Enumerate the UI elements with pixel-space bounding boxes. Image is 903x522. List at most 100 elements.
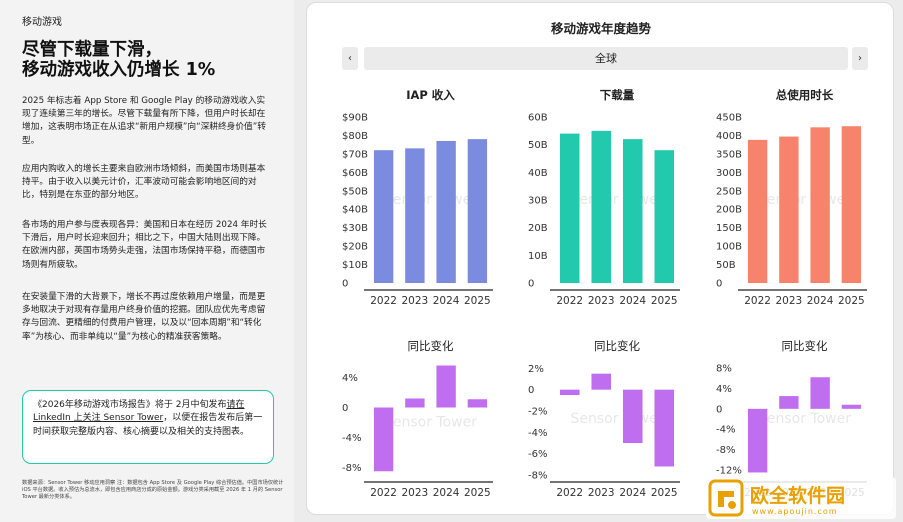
bar-2023 [591, 130, 612, 283]
chart-title: 总使用时长 [776, 88, 834, 102]
logo-name: 欧全软件园 [750, 484, 845, 507]
y-tick-label: 40B [528, 168, 548, 179]
bar-2022 [559, 133, 580, 283]
paragraph-1: 2025 年标志着 App Store 和 Google Play 的移动游戏收… [22, 96, 266, 146]
y-tick-label: -4% [528, 428, 547, 439]
y-tick-label: $80B [342, 131, 368, 142]
chart-watermark: Sensor Tower [758, 411, 851, 427]
y-tick-label: -8% [342, 463, 361, 474]
prev-region-button[interactable]: ‹ [342, 47, 358, 70]
y-tick-label: 0 [716, 279, 722, 290]
chart-watermark: Sensor Tower [571, 192, 664, 208]
y-tick-label: 10B [528, 251, 548, 262]
x-tick-label: 2022 [556, 295, 583, 307]
chart-watermark: Sensor Tower [384, 415, 477, 431]
y-tick-label: -4% [342, 433, 361, 444]
x-tick-label: 2024 [619, 487, 646, 499]
y-tick-label: 60B [528, 113, 548, 124]
y-tick-label: -4% [716, 425, 735, 436]
x-tick-label: 2025 [838, 295, 865, 307]
x-tick-label: 2023 [588, 487, 615, 499]
x-tick-label: 2023 [776, 295, 803, 307]
chart-title: IAP 收入 [406, 88, 455, 102]
bar-2025 [654, 150, 675, 283]
y-tick-label: $40B [342, 205, 368, 216]
y-tick-label: 4% [342, 373, 358, 384]
chart-watermark: Sensor Tower [571, 411, 664, 427]
x-tick-label: 2022 [556, 487, 583, 499]
y-tick-label: $20B [342, 242, 368, 253]
footnote: 数据来源：Sensor Tower 移动应用洞察 注：数据包含 App Stor… [22, 480, 284, 500]
x-tick-label: 2024 [433, 487, 460, 499]
headline-line-2: 移动游戏收入仍增长 1% [22, 60, 216, 80]
x-tick-label: 2022 [370, 295, 397, 307]
bar-2023 [405, 398, 425, 408]
y-tick-label: 300B [716, 168, 742, 179]
y-tick-label: -12% [716, 465, 742, 476]
bar-2022 [559, 389, 580, 395]
linkedin-link[interactable]: 请在 LinkedIn 上关注 Sensor Tower [33, 400, 245, 424]
x-tick-label: 2024 [807, 295, 834, 307]
y-tick-label: 100B [716, 242, 742, 253]
bar-2024 [622, 139, 643, 283]
chart-title: 同比变化 [408, 339, 454, 353]
y-tick-label: -2% [528, 407, 547, 418]
bar-2025 [841, 126, 862, 283]
y-tick-label: -6% [528, 449, 547, 460]
y-tick-label: 0 [528, 385, 534, 396]
bar-2025 [467, 139, 488, 283]
y-tick-label: $50B [342, 186, 368, 197]
site-logo: 欧全软件园 www.apoujin.com [706, 477, 896, 519]
y-tick-label: 450B [716, 113, 742, 124]
x-tick-label: 2025 [464, 295, 491, 307]
y-tick-label: $90B [342, 113, 368, 124]
y-tick-label: -8% [716, 445, 735, 456]
headline-line-1: 尽管下载量下滑， [22, 40, 162, 60]
bar-2025 [841, 404, 862, 409]
bar-2024 [810, 127, 830, 283]
next-region-button[interactable]: › [852, 47, 868, 70]
bar-2025 [467, 399, 488, 408]
y-tick-label: 30B [528, 196, 548, 207]
y-tick-label: 150B [716, 223, 742, 234]
x-tick-label: 2025 [651, 295, 678, 307]
x-tick-label: 2022 [744, 295, 771, 307]
y-tick-label: 50B [716, 260, 736, 271]
bar-2024 [436, 140, 456, 283]
y-tick-label: 50B [528, 140, 548, 151]
bar-2022 [747, 408, 768, 473]
region-selector[interactable]: 全球 [364, 47, 848, 70]
paragraph-2: 应用内购收入的增长主要来自欧洲市场倾斜，而美国市场则基本持平。由于收入以美元计价… [22, 164, 266, 201]
y-tick-label: -8% [528, 471, 547, 482]
chart-title: 同比变化 [782, 339, 828, 353]
article-panel: 移动游戏 尽管下载量下滑， 移动游戏收入仍增长 1% 2025 年标志着 App… [0, 0, 294, 522]
x-tick-label: 2025 [651, 487, 678, 499]
callout-text-end: ，以便在报告发布后第一时间获取完整版内容、核心摘要以及相关的支持图表。 [33, 413, 263, 437]
chart-watermark: Sensor Tower [758, 192, 851, 208]
headline: 尽管下载量下滑， 移动游戏收入仍增长 1% [22, 40, 287, 80]
x-tick-label: 2024 [433, 295, 460, 307]
y-tick-label: 0 [342, 279, 348, 290]
bar-2023 [779, 396, 799, 409]
y-tick-label: 400B [716, 131, 742, 142]
logo-url: www.apoujin.com [752, 507, 838, 516]
report-callout: 《2026年移动游戏市场报告》将于 2月中旬发布请在 LinkedIn 上关注 … [22, 390, 274, 464]
paragraph-4: 在安装量下滑的大背景下，增长不再过度依赖用户增量，而是更多地取决于对现有存量用户… [22, 292, 266, 342]
y-tick-label: 200B [716, 205, 742, 216]
x-tick-label: 2023 [588, 295, 615, 307]
chart-watermark: Sensor Tower [384, 192, 477, 208]
y-tick-label: 0 [342, 403, 348, 414]
bar-2022 [373, 407, 394, 472]
y-tick-label: $30B [342, 223, 368, 234]
x-tick-label: 2025 [464, 487, 491, 499]
y-tick-label: 250B [716, 186, 742, 197]
y-tick-label: $70B [342, 149, 368, 160]
y-tick-label: $10B [342, 260, 368, 271]
y-tick-label: 20B [528, 223, 548, 234]
y-tick-label: 350B [716, 149, 742, 160]
bar-2022 [747, 139, 768, 283]
x-tick-label: 2023 [402, 295, 429, 307]
y-tick-label: $60B [342, 168, 368, 179]
x-tick-label: 2022 [370, 487, 397, 499]
